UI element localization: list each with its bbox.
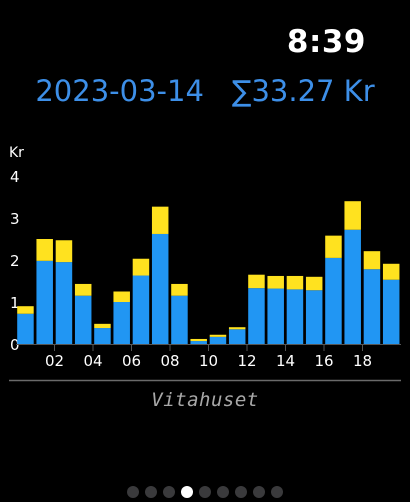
- bar-segment-extra: [209, 334, 227, 337]
- x-tick-label: 04: [83, 352, 102, 370]
- y-tick-label: 4: [10, 168, 20, 186]
- bar-segment-base: [344, 229, 361, 344]
- y-tick-label: 2: [10, 252, 20, 270]
- page-dot[interactable]: [235, 486, 247, 498]
- bar-segment-base: [267, 288, 284, 344]
- bar-segment-extra: [17, 306, 34, 314]
- bar-segment-extra: [55, 240, 73, 263]
- y-unit-label: Kr: [9, 145, 24, 161]
- page-dot[interactable]: [163, 486, 175, 498]
- page-dot[interactable]: [145, 486, 157, 498]
- bar-segment-base: [248, 288, 265, 344]
- page-dot[interactable]: [253, 486, 265, 498]
- bar-segment-extra: [74, 283, 92, 296]
- bar-segment-base: [363, 269, 381, 344]
- bar-segment-base: [94, 328, 111, 344]
- x-tick-label: 18: [353, 352, 372, 370]
- bar-segment-extra: [36, 239, 53, 261]
- bar-segment-base: [171, 295, 188, 344]
- bar-segment-extra: [248, 274, 265, 289]
- bar-segment-base: [305, 290, 323, 344]
- page-dot[interactable]: [271, 486, 283, 498]
- page-dot[interactable]: [217, 486, 229, 498]
- bar-segment-base: [36, 260, 53, 344]
- bar-segment-extra: [286, 275, 304, 290]
- bar-segment-extra: [325, 235, 342, 258]
- y-tick-label: 1: [10, 294, 20, 312]
- bar-segment-extra: [132, 258, 150, 276]
- bar-segment-extra: [171, 283, 188, 296]
- bar-segment-extra: [190, 338, 207, 342]
- bar-segment-extra: [267, 275, 284, 289]
- bar-segment-base: [286, 289, 304, 344]
- location-name: Vitahuset: [151, 389, 259, 411]
- bar-segment-base: [55, 262, 73, 344]
- page-dot[interactable]: [127, 486, 139, 498]
- total-cost-label: ∑33.27 Kr: [231, 74, 375, 108]
- bar-segment-base: [132, 275, 150, 344]
- date-label: 2023-03-14: [35, 74, 204, 108]
- x-tick-label: 12: [237, 352, 256, 370]
- bar-segment-base: [190, 341, 207, 344]
- x-tick-label: 08: [160, 352, 179, 370]
- status-time: 8:39: [286, 24, 366, 60]
- bar-segment-base: [228, 329, 246, 344]
- bar-segment-extra: [113, 291, 130, 302]
- bar-segment-extra: [151, 206, 169, 234]
- bar-segment-base: [325, 257, 342, 344]
- y-tick-label: 0: [10, 336, 20, 354]
- bar-segment-extra: [305, 276, 323, 291]
- bar-segment-base: [382, 279, 400, 344]
- bar-segment-base: [17, 313, 34, 344]
- bar-segment-base: [74, 295, 92, 344]
- page-dot[interactable]: [199, 486, 211, 498]
- bar-segment-base: [151, 233, 169, 344]
- x-tick-label: 14: [276, 352, 295, 370]
- page-dot-active[interactable]: [181, 486, 193, 498]
- bars-layer: [17, 201, 400, 344]
- page-indicator: [0, 486, 410, 498]
- x-tick-label: 10: [199, 352, 218, 370]
- x-tick-label: 16: [314, 352, 333, 370]
- bar-segment-extra: [94, 323, 111, 329]
- x-tick-label: 06: [122, 352, 141, 370]
- x-tick-label: 02: [45, 352, 64, 370]
- bar-segment-extra: [382, 263, 400, 280]
- bar-segment-extra: [228, 327, 246, 330]
- y-tick-label: 3: [10, 210, 20, 228]
- summary-header: 2023-03-14 ∑33.27 Kr: [0, 74, 410, 108]
- bar-segment-base: [113, 302, 130, 344]
- bar-segment-base: [209, 336, 227, 344]
- bar-segment-extra: [363, 251, 381, 270]
- bar-segment-extra: [344, 201, 361, 230]
